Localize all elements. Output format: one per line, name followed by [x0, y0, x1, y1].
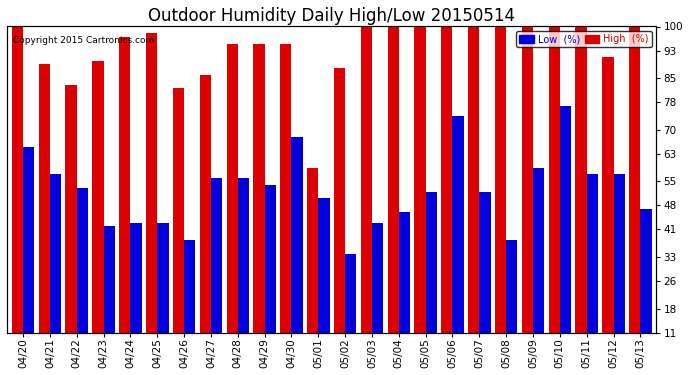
- Bar: [586, 174, 598, 333]
- Text: Copyright 2015 Cartronics.com: Copyright 2015 Cartronics.com: [13, 36, 155, 45]
- Bar: [549, 0, 560, 333]
- Title: Outdoor Humidity Daily High/Low 20150514: Outdoor Humidity Daily High/Low 20150514: [148, 7, 515, 25]
- Bar: [23, 147, 34, 333]
- Bar: [66, 85, 77, 333]
- Bar: [522, 0, 533, 333]
- Bar: [441, 0, 453, 333]
- Bar: [575, 0, 586, 333]
- Bar: [238, 178, 249, 333]
- Bar: [226, 44, 238, 333]
- Bar: [92, 61, 104, 333]
- Bar: [468, 0, 480, 333]
- Bar: [291, 136, 303, 333]
- Bar: [361, 23, 372, 333]
- Bar: [119, 37, 130, 333]
- Bar: [157, 222, 168, 333]
- Bar: [613, 174, 625, 333]
- Bar: [211, 178, 222, 333]
- Bar: [146, 33, 157, 333]
- Bar: [480, 192, 491, 333]
- Bar: [415, 0, 426, 333]
- Bar: [629, 2, 640, 333]
- Bar: [264, 185, 276, 333]
- Bar: [184, 240, 195, 333]
- Bar: [280, 44, 291, 333]
- Bar: [12, 0, 23, 333]
- Bar: [495, 0, 506, 333]
- Legend: Low  (%), High  (%): Low (%), High (%): [516, 32, 651, 47]
- Bar: [602, 57, 613, 333]
- Bar: [345, 254, 357, 333]
- Bar: [39, 64, 50, 333]
- Bar: [130, 222, 141, 333]
- Bar: [506, 240, 518, 333]
- Bar: [199, 75, 211, 333]
- Bar: [372, 222, 383, 333]
- Bar: [307, 168, 318, 333]
- Bar: [640, 209, 651, 333]
- Bar: [426, 192, 437, 333]
- Bar: [533, 168, 544, 333]
- Bar: [399, 212, 410, 333]
- Bar: [172, 88, 184, 333]
- Bar: [334, 68, 345, 333]
- Bar: [453, 116, 464, 333]
- Bar: [77, 188, 88, 333]
- Bar: [50, 174, 61, 333]
- Bar: [253, 44, 264, 333]
- Bar: [104, 226, 115, 333]
- Bar: [318, 198, 330, 333]
- Bar: [560, 106, 571, 333]
- Bar: [388, 20, 399, 333]
